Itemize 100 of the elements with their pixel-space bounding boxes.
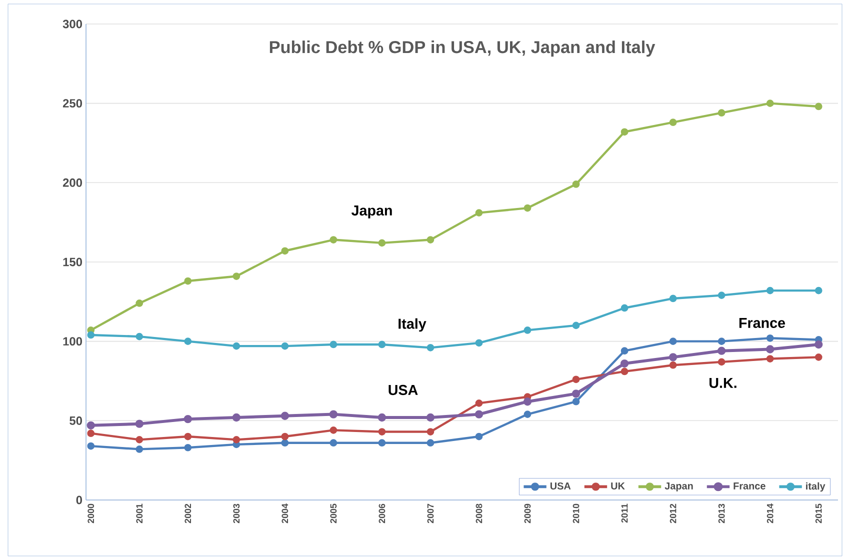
point <box>620 359 629 368</box>
point <box>330 439 338 447</box>
point <box>620 347 628 355</box>
point <box>426 439 434 447</box>
point <box>620 128 628 136</box>
point <box>524 204 532 212</box>
point <box>184 444 192 452</box>
text: Public Debt % GDP in USA, UK, Japan and Italy <box>270 40 656 57</box>
point <box>572 322 580 330</box>
point <box>669 294 677 302</box>
point <box>184 432 192 440</box>
x-tick-label: 2000 <box>88 504 94 524</box>
point <box>426 428 434 436</box>
point <box>87 331 95 339</box>
x-tick-label: 2008 <box>476 504 482 524</box>
point <box>766 286 774 294</box>
point <box>329 410 338 418</box>
x-tick-label: 2009 <box>524 504 531 524</box>
point <box>524 326 532 334</box>
legend-label: USA <box>550 482 571 490</box>
x-tick-label: 2015 <box>815 504 822 524</box>
x-tick-label: 2001 <box>136 504 143 524</box>
y-tick-label: 150 <box>63 258 82 266</box>
x-tick-label: 2010 <box>572 504 580 524</box>
point <box>524 410 532 418</box>
x-tick-label: 2003 <box>233 504 240 524</box>
point <box>669 338 677 346</box>
point <box>330 426 338 434</box>
point <box>378 239 386 247</box>
point <box>474 410 484 418</box>
x-tick-label: 2004 <box>282 504 288 524</box>
legend-label: Japan <box>664 482 693 492</box>
point <box>378 439 386 447</box>
annotation: Italy <box>398 318 426 332</box>
annotation: France <box>739 318 786 328</box>
point <box>86 421 95 430</box>
point <box>136 446 144 453</box>
point <box>330 236 338 244</box>
y-tick-label: 50 <box>70 416 82 425</box>
point <box>232 413 240 422</box>
x-tick-label: 2014 <box>766 504 774 524</box>
annotation: Japan <box>351 206 392 218</box>
point <box>378 428 386 436</box>
point <box>475 209 483 216</box>
point <box>572 180 580 188</box>
point <box>717 346 726 355</box>
x-tick-label: 2002 <box>184 504 192 524</box>
point <box>814 286 822 294</box>
point <box>426 344 434 352</box>
point <box>281 432 289 440</box>
point <box>718 358 726 366</box>
point <box>232 342 240 350</box>
point <box>620 368 628 376</box>
point <box>426 236 434 244</box>
point <box>281 342 289 350</box>
point <box>668 353 678 362</box>
point <box>378 340 386 348</box>
point <box>232 272 240 280</box>
annotation: USA <box>388 384 418 396</box>
point <box>669 118 677 126</box>
y-tick-label: 200 <box>62 178 82 187</box>
y-tick-label: 300 <box>62 20 82 28</box>
legend-label: France <box>734 482 766 490</box>
point <box>136 332 144 340</box>
point <box>184 414 192 424</box>
point <box>572 398 580 406</box>
x-tick-label: 2012 <box>670 504 676 524</box>
legend-label: UK <box>611 482 625 490</box>
annotation: U.K. <box>710 378 736 388</box>
point <box>766 355 774 362</box>
point <box>135 420 144 428</box>
x-tick-label: 2011 <box>621 504 628 523</box>
point <box>523 398 532 406</box>
point <box>766 100 774 108</box>
point <box>426 413 435 422</box>
point <box>718 109 726 117</box>
x-tick-label: 2006 <box>378 504 386 524</box>
point <box>669 361 677 369</box>
point <box>330 340 338 348</box>
point <box>718 292 726 299</box>
point <box>136 300 144 307</box>
y-tick-label: 0 <box>76 496 82 504</box>
point <box>87 442 95 450</box>
x-tick-label: 2007 <box>427 504 434 524</box>
point <box>475 400 483 407</box>
point <box>281 439 289 447</box>
x-tick-label: 2013 <box>718 504 725 524</box>
point <box>620 304 628 312</box>
point <box>281 247 289 255</box>
y-tick-label: 100 <box>63 337 82 346</box>
point <box>718 338 726 346</box>
point <box>814 102 822 110</box>
point <box>814 354 822 361</box>
point <box>475 339 483 347</box>
point <box>87 430 95 438</box>
point <box>378 413 386 422</box>
point <box>280 412 290 420</box>
point <box>136 436 144 444</box>
point <box>184 338 192 346</box>
point <box>184 277 192 285</box>
